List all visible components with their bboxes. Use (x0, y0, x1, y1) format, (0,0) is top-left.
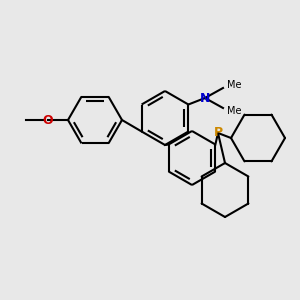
Text: Me: Me (227, 80, 242, 90)
Text: P: P (213, 127, 223, 140)
Text: N: N (200, 92, 210, 104)
Text: O: O (43, 113, 53, 127)
Text: Me: Me (227, 106, 242, 116)
